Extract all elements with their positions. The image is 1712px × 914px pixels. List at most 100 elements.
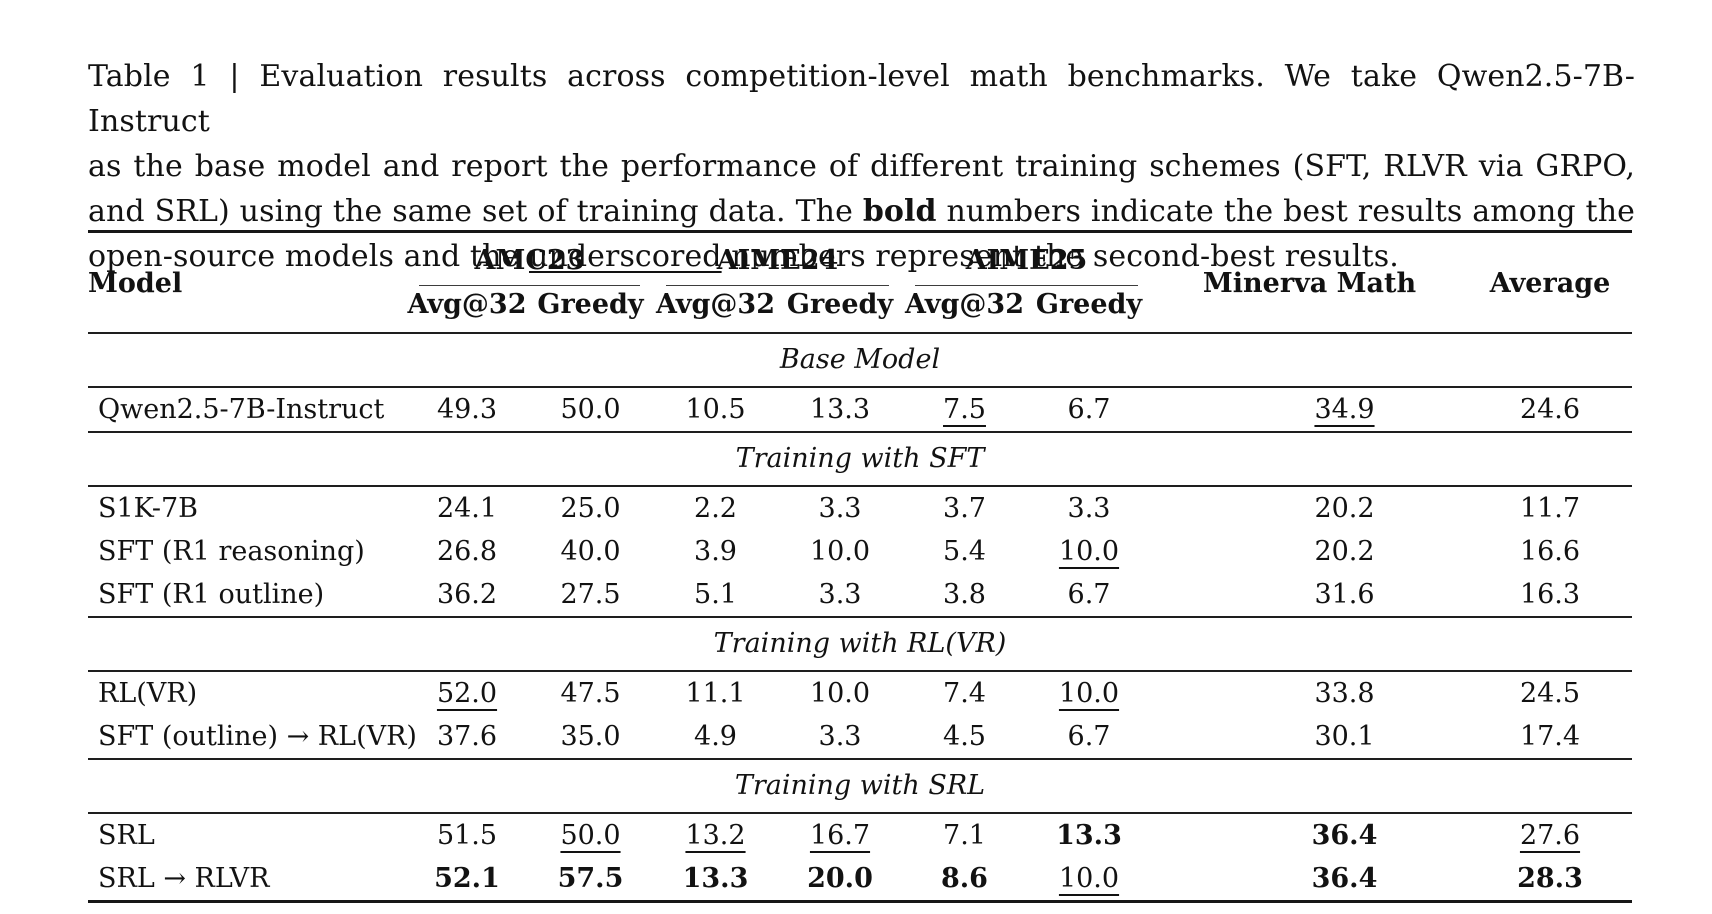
- value-cell: 35.0: [560, 721, 621, 752]
- caption-text: open-source models and the: [88, 239, 529, 274]
- value-cell: 3.3: [818, 493, 862, 524]
- value-cell: 34.9: [1314, 394, 1375, 425]
- value-cell: 40.0: [560, 536, 621, 567]
- section-title: Training with SFT: [88, 431, 1632, 487]
- value-cell: 11.1: [685, 678, 746, 709]
- value-cell: 52.0: [436, 678, 498, 709]
- value-cell: 3.9: [694, 536, 737, 567]
- caption-line: Table 1 | Evaluation results across comp…: [88, 54, 1635, 144]
- value-cell: 20.2: [1314, 536, 1375, 567]
- subcolumn-header-greedy: Greedy: [786, 289, 894, 320]
- caption-line: as the base model and report the perform…: [88, 144, 1635, 189]
- model-name: SFT (R1 outline): [98, 579, 325, 610]
- value-cell: 57.5: [557, 863, 624, 894]
- header-group-row: Model AMC23 AIME24 AIME25 Minerva Math A…: [88, 232, 1632, 299]
- table-row: SRL → RLVR 52.1 57.5 13.3 20.0 8.6 10.0 36.4 28.…: [88, 857, 1632, 902]
- section-title: Training with RL(VR): [88, 616, 1632, 672]
- caption-text: as the base model and report the perform…: [88, 149, 1635, 184]
- value-cell: 31.6: [1314, 579, 1375, 610]
- value-cell: 11.7: [1519, 493, 1581, 524]
- column-header-minerva-math: Minerva Math: [1202, 268, 1417, 299]
- model-name: Qwen2.5-7B-Instruct: [98, 394, 385, 425]
- model-name: SFT (outline) → RL(VR): [98, 721, 417, 752]
- value-cell: 3.3: [818, 721, 862, 752]
- value-cell: 13.2: [685, 820, 746, 851]
- caption-line: and SRL) using the same set of training …: [88, 189, 1635, 234]
- column-group-aime24: AIME24: [653, 232, 902, 287]
- table-row: SFT (R1 reasoning) 26.8 40.0 3.9 10.0 5.4 10.0…: [88, 530, 1632, 573]
- value-cell: 36.2: [436, 579, 498, 610]
- caption-text: numbers indicate the best results among …: [936, 194, 1635, 229]
- value-cell: 10.0: [809, 678, 871, 709]
- table-body: Base Model Qwen2.5-7B-Instruct 49.3 50.0 10.…: [88, 332, 1632, 902]
- model-name: SFT (R1 reasoning): [98, 536, 365, 567]
- value-cell: 4.9: [694, 721, 737, 752]
- value-cell: 24.6: [1519, 394, 1581, 425]
- caption-bold-word: bold: [862, 194, 937, 229]
- table-row: SFT (outline) → RL(VR) 37.6 35.0 4.9 3.3 4.5 6…: [88, 715, 1632, 759]
- value-cell: 30.1: [1314, 721, 1375, 752]
- value-cell: 3.8: [943, 579, 986, 610]
- value-cell: 10.0: [809, 536, 871, 567]
- value-cell: 25.0: [560, 493, 621, 524]
- table-row: Qwen2.5-7B-Instruct 49.3 50.0 10.5 13.3 7.5 6.…: [88, 387, 1632, 432]
- value-cell: 5.1: [694, 579, 737, 610]
- value-cell: 20.2: [1314, 493, 1375, 524]
- value-cell: 13.3: [809, 394, 871, 425]
- value-cell: 13.3: [682, 863, 749, 894]
- table-caption: Table 1 | Evaluation results across comp…: [88, 54, 1635, 279]
- value-cell: 50.0: [560, 394, 621, 425]
- value-cell: 6.7: [1067, 721, 1111, 752]
- value-cell: 28.3: [1517, 863, 1583, 894]
- section-title-row: Training with SRL: [88, 758, 1632, 814]
- value-cell: 3.3: [818, 579, 862, 610]
- value-cell: 36.4: [1311, 863, 1378, 894]
- value-cell: 6.7: [1067, 394, 1111, 425]
- column-header-model: Model: [88, 268, 183, 299]
- model-name: SRL → RLVR: [98, 863, 270, 894]
- value-cell: 16.7: [809, 820, 871, 851]
- value-cell: 13.3: [1056, 820, 1122, 851]
- section-title: Base Model: [88, 332, 1632, 388]
- subcolumn-header-avg32: Avg@32: [656, 289, 775, 320]
- subcolumn-header-greedy: Greedy: [537, 289, 644, 320]
- value-cell: 33.8: [1314, 678, 1375, 709]
- value-cell: 37.6: [436, 721, 498, 752]
- model-name: RL(VR): [98, 678, 198, 709]
- value-cell: 17.4: [1519, 721, 1581, 752]
- value-cell: 10.0: [1058, 678, 1120, 709]
- value-cell: 7.5: [943, 394, 986, 425]
- value-cell: 2.2: [694, 493, 737, 524]
- value-cell: 36.4: [1311, 820, 1378, 851]
- value-cell: 51.5: [436, 820, 498, 851]
- column-group-amc23: AMC23: [406, 232, 653, 287]
- value-cell: 3.3: [1067, 493, 1111, 524]
- value-cell: 7.4: [943, 678, 986, 709]
- value-cell: 20.0: [807, 863, 873, 894]
- section-title-row: Training with SFT: [88, 431, 1632, 487]
- value-cell: 6.7: [1067, 579, 1111, 610]
- value-cell: 10.5: [685, 394, 746, 425]
- table-row: SFT (R1 outline) 36.2 27.5 5.1 3.3 3.8 6.7 31.6…: [88, 573, 1632, 617]
- value-cell: 52.1: [434, 863, 500, 894]
- subcolumn-header-avg32: Avg@32: [905, 289, 1024, 320]
- caption-text: numbers represent the second-best result…: [721, 239, 1399, 274]
- value-cell: 16.6: [1519, 536, 1581, 567]
- caption-text: and SRL) using the same set of training …: [88, 194, 863, 229]
- table-row: RL(VR) 52.0 47.5 11.1 10.0 7.4 10.0 33.8 24.5: [88, 671, 1632, 715]
- value-cell: 24.1: [436, 493, 498, 524]
- value-cell: 4.5: [943, 721, 986, 752]
- value-cell: 26.8: [436, 536, 498, 567]
- header-sub-row: Avg@32 Greedy Avg@32 Greedy Avg@32 Greed…: [88, 286, 1632, 333]
- model-name: SRL: [98, 820, 155, 851]
- section-title-row: Training with RL(VR): [88, 616, 1632, 672]
- value-cell: 50.0: [560, 820, 621, 851]
- value-cell: 10.0: [1058, 863, 1120, 894]
- value-cell: 8.6: [941, 863, 988, 894]
- column-header-average: Average: [1489, 268, 1611, 299]
- value-cell: 49.3: [436, 394, 498, 425]
- value-cell: 3.7: [943, 493, 986, 524]
- subcolumn-header-avg32: Avg@32: [407, 289, 527, 320]
- value-cell: 24.5: [1519, 678, 1581, 709]
